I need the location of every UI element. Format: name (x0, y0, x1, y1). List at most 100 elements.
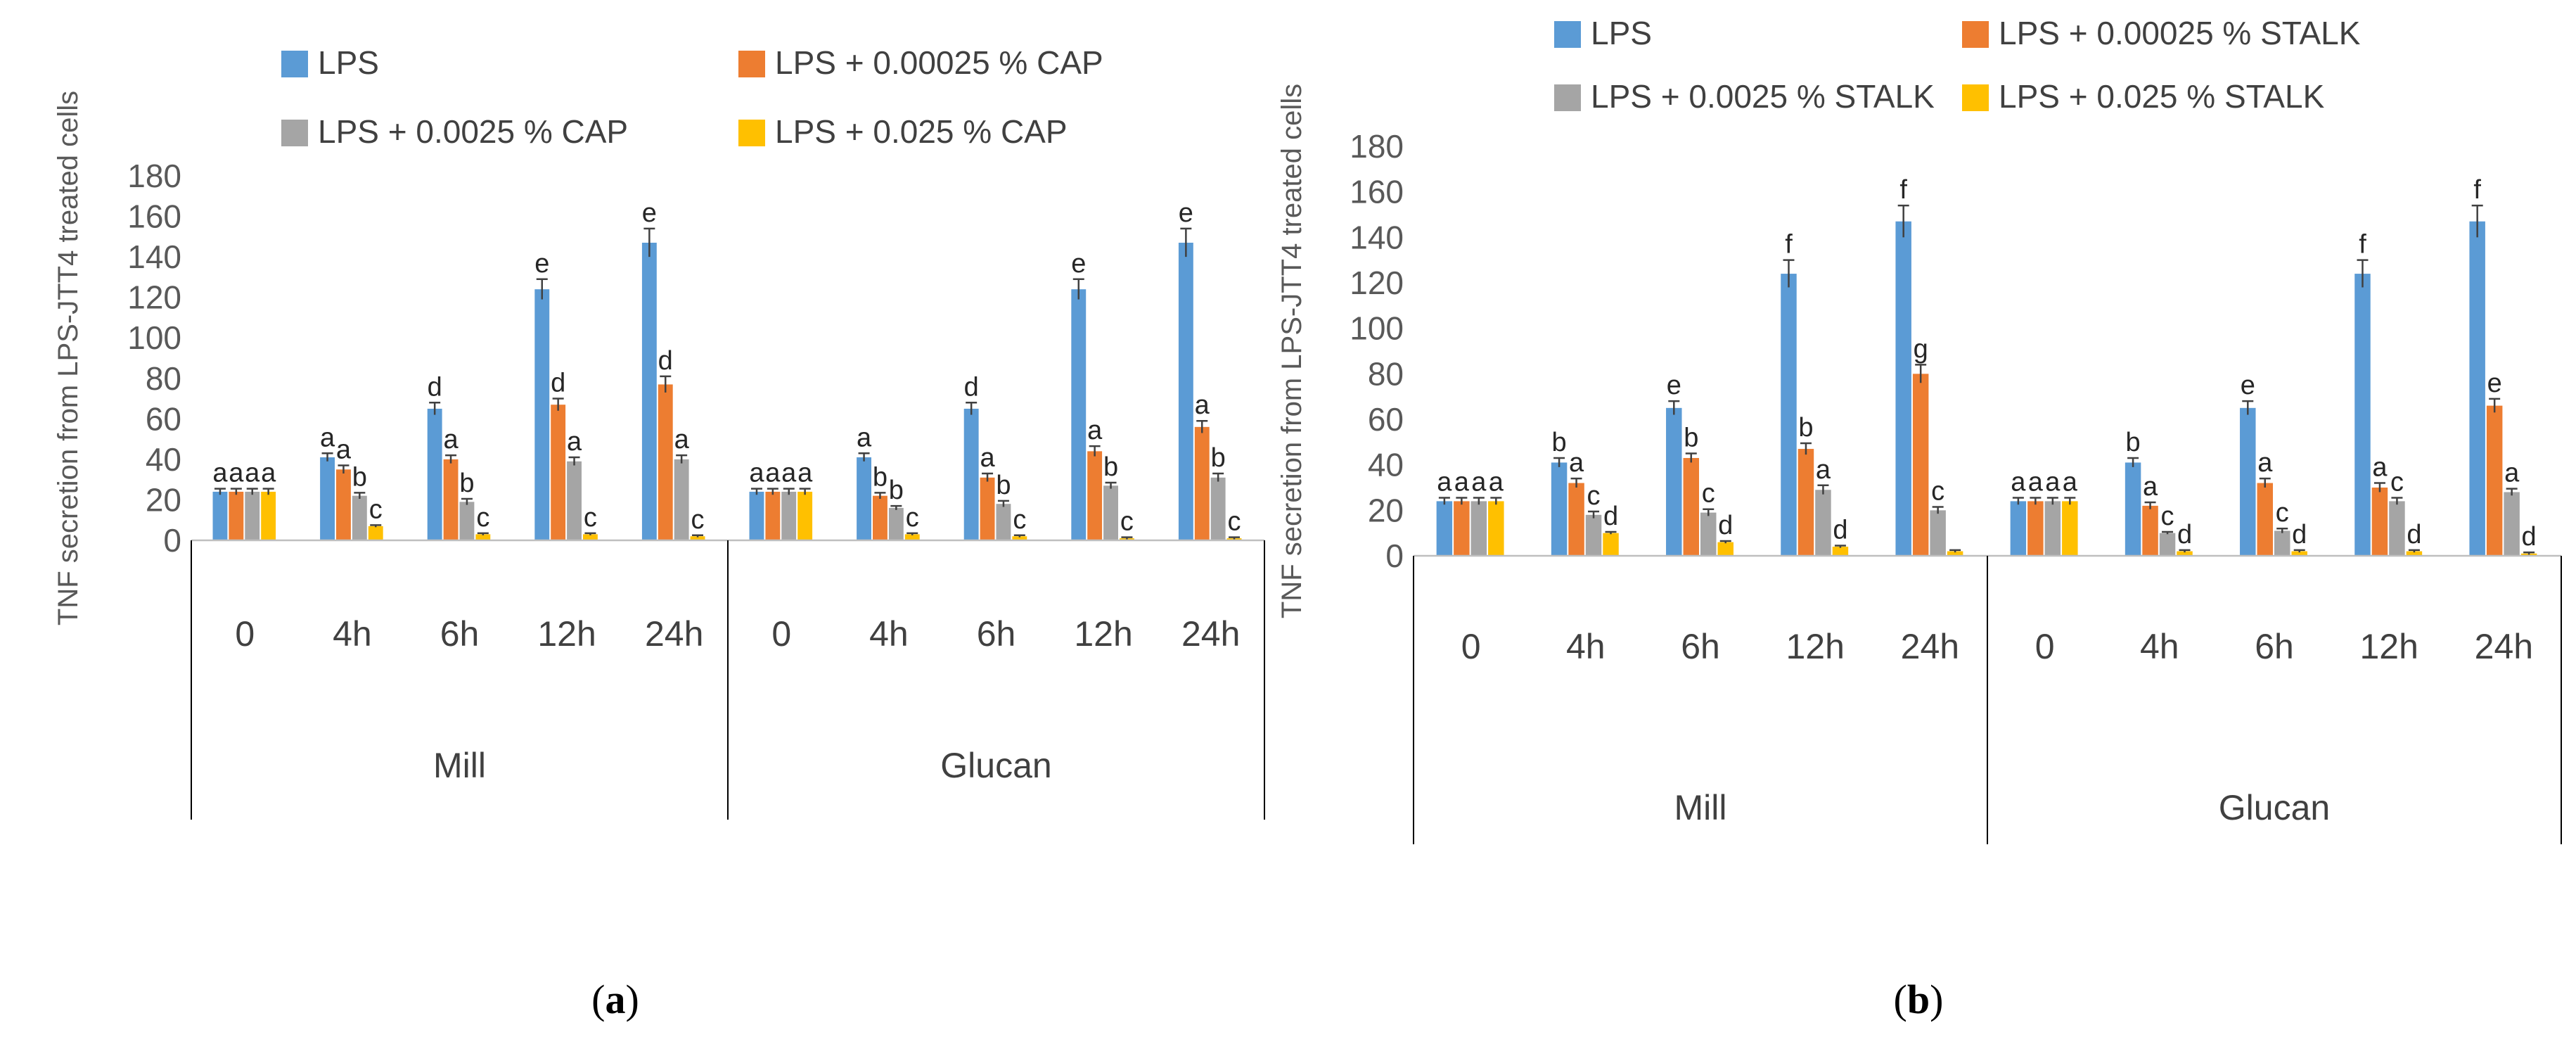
y-tick-label: 40 (146, 441, 181, 478)
bar (2125, 462, 2141, 556)
x-tick-label: 0 (771, 614, 791, 654)
bar (888, 507, 904, 540)
legend-label: LPS + 0.025 % CAP (775, 113, 1068, 150)
bar (2010, 501, 2027, 556)
significance-label: a (2063, 468, 2078, 497)
bar (857, 457, 872, 540)
bar (2159, 533, 2176, 556)
significance-label: f (1899, 175, 1907, 205)
bar (797, 491, 813, 540)
bar (1603, 533, 1619, 556)
y-tick-label: 20 (146, 481, 181, 518)
x-tick-label: 12h (1074, 614, 1132, 654)
legend-item: LPS + 0.025 % CAP (738, 113, 1068, 150)
bar (2469, 221, 2485, 556)
panel-label: (a) (591, 977, 639, 1022)
bar (2486, 405, 2503, 556)
x-tick-label: 6h (440, 614, 480, 654)
significance-label: c (1702, 479, 1715, 509)
bar (641, 242, 657, 540)
x-tick-label: 0 (2035, 627, 2055, 666)
y-axis-label: TNF secretion from LPS-JTT4 treated cell… (53, 91, 84, 625)
x-tick-label: 4h (869, 614, 909, 654)
bar (749, 491, 764, 540)
legend-swatch (281, 51, 308, 77)
bar (1178, 242, 1193, 540)
significance-label: a (980, 443, 995, 473)
chart-b: TNF secretion from LPS-JTT4 treated cell… (1276, 15, 2562, 1022)
x-tick-label: 0 (1461, 627, 1481, 666)
bar (582, 534, 598, 540)
significance-label: a (320, 423, 335, 452)
bar (2177, 551, 2193, 556)
y-tick-label: 40 (1368, 447, 1404, 483)
significance-label: f (2473, 175, 2481, 205)
significance-label: d (1603, 502, 1618, 531)
legend-swatch (1962, 84, 1989, 111)
y-tick-label: 100 (127, 319, 181, 356)
bar (1436, 501, 1453, 556)
significance-label: d (2407, 520, 2421, 549)
bar (1717, 542, 1734, 556)
significance-label: c (1587, 481, 1601, 511)
significance-label: b (2126, 428, 2141, 457)
significance-label: d (2177, 520, 2192, 549)
bar (1815, 490, 1831, 556)
bar (245, 491, 260, 540)
significance-label: a (797, 459, 813, 488)
significance-label: a (2372, 453, 2388, 483)
bar (2240, 407, 2256, 556)
group-label: Glucan (940, 746, 1051, 785)
bar (1071, 289, 1087, 540)
y-tick-label: 140 (1350, 219, 1404, 255)
bar (1585, 514, 1602, 556)
y-tick-label: 120 (1350, 265, 1404, 301)
bar (996, 504, 1011, 540)
legend-label: LPS (318, 44, 379, 81)
bar (1210, 477, 1226, 540)
significance-label: e (2241, 371, 2255, 400)
bar (459, 502, 475, 540)
y-tick-label: 180 (1350, 128, 1404, 165)
significance-label: c (1120, 507, 1134, 537)
bar (1895, 221, 1911, 556)
bar (212, 491, 228, 540)
significance-label: d (428, 372, 442, 402)
y-tick-label: 80 (1368, 355, 1404, 392)
significance-label: a (765, 459, 781, 488)
significance-label: d (658, 346, 673, 376)
legend-swatch (1554, 84, 1581, 111)
bar (2274, 530, 2290, 556)
significance-label: e (642, 198, 657, 228)
bar (2062, 501, 2078, 556)
significance-label: a (2011, 468, 2026, 497)
x-tick-label: 24h (1901, 627, 1959, 666)
significance-label: a (2257, 448, 2273, 478)
y-tick-label: 80 (146, 360, 181, 397)
bar (674, 459, 689, 540)
bar (1798, 449, 1814, 556)
significance-label: a (2045, 468, 2061, 497)
legend-swatch (738, 51, 765, 77)
bar (1700, 512, 1717, 556)
y-tick-label: 180 (127, 158, 181, 194)
significance-label: g (1914, 334, 1928, 364)
significance-label: a (857, 423, 872, 452)
group-label: Mill (433, 746, 486, 785)
significance-label: c (1931, 476, 1944, 506)
y-tick-label: 60 (1368, 401, 1404, 438)
significance-label: c (584, 503, 597, 533)
legend-item: LPS (1554, 15, 1652, 51)
significance-label: c (691, 505, 705, 535)
y-tick-label: 20 (1368, 492, 1404, 528)
legend-label: LPS + 0.00025 % STALK (1999, 15, 2361, 51)
bar (1470, 501, 1487, 556)
significance-label: c (476, 503, 489, 533)
bar (2257, 483, 2273, 556)
legend-label: LPS + 0.0025 % STALK (1591, 78, 1935, 115)
bar (475, 534, 491, 540)
legend-item: LPS + 0.0025 % CAP (281, 113, 628, 150)
significance-label: b (889, 476, 904, 505)
significance-label: f (2359, 230, 2366, 260)
bar (904, 534, 920, 540)
